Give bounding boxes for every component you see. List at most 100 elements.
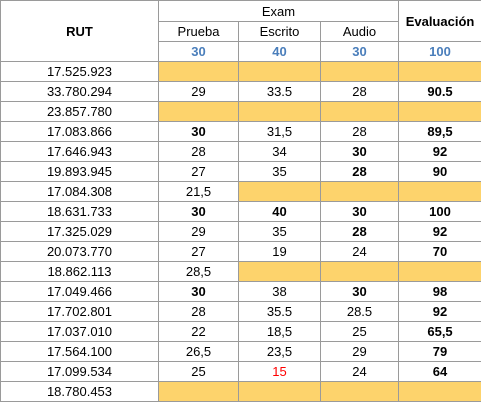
score-cell: 30 bbox=[319, 281, 400, 302]
score-cell: 18,5 bbox=[238, 321, 321, 342]
score-cell: 90 bbox=[398, 161, 481, 182]
missing-cell bbox=[319, 381, 400, 402]
score-cell: 28 bbox=[319, 81, 400, 102]
missing-cell bbox=[398, 381, 481, 402]
row: 20.073.770 27 19 24 70 bbox=[0, 241, 481, 262]
score-cell: 35 bbox=[238, 161, 321, 182]
row: 18.862.113 28,5 bbox=[0, 261, 481, 282]
score-cell: 90.5 bbox=[398, 81, 481, 102]
score-cell: 38 bbox=[238, 281, 321, 302]
missing-cell bbox=[319, 61, 400, 82]
weight: 30 bbox=[158, 41, 239, 62]
missing-cell bbox=[158, 101, 239, 122]
missing-cell bbox=[319, 261, 400, 282]
score-cell: 28 bbox=[158, 141, 239, 162]
score-cell: 28 bbox=[158, 301, 239, 322]
score-cell: 22 bbox=[158, 321, 239, 342]
column-header: Prueba bbox=[158, 21, 239, 42]
score-cell: 79 bbox=[398, 341, 481, 362]
row: 17.702.801 28 35.5 28.5 92 bbox=[0, 301, 481, 322]
score-cell: 40 bbox=[238, 201, 321, 222]
rut-cell: 17.037.010 bbox=[0, 321, 159, 342]
missing-cell bbox=[158, 61, 239, 82]
missing-cell bbox=[319, 101, 400, 122]
row: 18.631.733 30 40 30 100 bbox=[0, 201, 481, 222]
weight: 40 bbox=[238, 41, 321, 62]
score-cell: 92 bbox=[398, 221, 481, 242]
row: 33.780.294 29 33.5 28 90.5 bbox=[0, 81, 481, 102]
score-cell: 25 bbox=[158, 361, 239, 382]
rut-cell: 17.525.923 bbox=[0, 61, 159, 82]
score-cell: 25 bbox=[319, 321, 400, 342]
rut-cell: 17.099.534 bbox=[0, 361, 159, 382]
score-cell: 24 bbox=[319, 361, 400, 382]
rut-cell: 18.780.453 bbox=[0, 381, 159, 402]
missing-cell bbox=[398, 61, 481, 82]
row: 17.646.943 28 34 30 92 bbox=[0, 141, 481, 162]
missing-cell bbox=[158, 381, 239, 402]
score-cell: 98 bbox=[398, 281, 481, 302]
score-cell: 30 bbox=[158, 121, 239, 142]
rut-cell: 17.325.029 bbox=[0, 221, 159, 242]
rut-cell: 17.083.866 bbox=[0, 121, 159, 142]
rut-cell: 20.073.770 bbox=[0, 241, 159, 262]
rut-cell: 33.780.294 bbox=[0, 81, 159, 102]
score-cell: 70 bbox=[398, 241, 481, 262]
rut-cell: 17.646.943 bbox=[0, 141, 159, 162]
exam-header: Exam bbox=[157, 0, 400, 22]
row: 18.780.453 bbox=[0, 381, 481, 402]
weight: 100 bbox=[398, 41, 481, 62]
missing-cell bbox=[238, 61, 321, 82]
missing-cell bbox=[398, 181, 481, 202]
row: 17.049.466 30 38 30 98 bbox=[0, 281, 481, 302]
row: 17.084.308 21,5 bbox=[0, 181, 481, 202]
score-cell: 28 bbox=[319, 121, 400, 142]
column-header: Audio bbox=[319, 21, 400, 42]
score-cell: 30 bbox=[319, 201, 400, 222]
score-cell: 27 bbox=[158, 241, 239, 262]
weight: 30 bbox=[319, 41, 400, 62]
score-cell: 26,5 bbox=[158, 341, 239, 362]
score-cell: 29 bbox=[158, 221, 239, 242]
row: 17.099.534 25 15 24 64 bbox=[0, 361, 481, 382]
score-cell: 28.5 bbox=[319, 301, 400, 322]
score-cell: 30 bbox=[319, 141, 400, 162]
missing-cell bbox=[238, 381, 321, 402]
score-cell: 100 bbox=[398, 201, 481, 222]
score-cell: 65,5 bbox=[398, 321, 481, 342]
missing-cell bbox=[398, 261, 481, 282]
score-cell: 24 bbox=[319, 241, 400, 262]
rut-cell: 17.564.100 bbox=[0, 341, 159, 362]
rut-header: RUT bbox=[0, 0, 159, 62]
score-cell: 30 bbox=[158, 281, 239, 302]
rut-cell: 18.862.113 bbox=[0, 261, 159, 282]
score-cell: 28,5 bbox=[158, 261, 239, 282]
score-cell: 92 bbox=[398, 141, 481, 162]
score-cell: 64 bbox=[398, 361, 481, 382]
score-cell: 30 bbox=[158, 201, 239, 222]
score-cell: 34 bbox=[238, 141, 321, 162]
row: 17.083.866 30 31,5 28 89,5 bbox=[0, 121, 481, 142]
missing-cell bbox=[238, 101, 321, 122]
row: 17.037.010 22 18,5 25 65,5 bbox=[0, 321, 481, 342]
rut-cell: 17.049.466 bbox=[0, 281, 159, 302]
missing-cell bbox=[319, 181, 400, 202]
missing-cell bbox=[238, 181, 321, 202]
rut-cell: 17.084.308 bbox=[0, 181, 159, 202]
score-cell: 27 bbox=[158, 161, 239, 182]
score-cell: 35 bbox=[238, 221, 321, 242]
score-cell: 33.5 bbox=[238, 81, 321, 102]
rut-cell: 23.857.780 bbox=[0, 101, 159, 122]
score-cell: 19 bbox=[238, 241, 321, 262]
row: 17.564.100 26,5 23,5 29 79 bbox=[0, 341, 481, 362]
score-cell: 89,5 bbox=[398, 121, 481, 142]
row: 23.857.780 bbox=[0, 101, 481, 122]
score-cell: 23,5 bbox=[238, 341, 321, 362]
score-cell: 35.5 bbox=[238, 301, 321, 322]
rut-cell: 19.893.945 bbox=[0, 161, 159, 182]
score-cell: 29 bbox=[319, 341, 400, 362]
rut-cell: 18.631.733 bbox=[0, 201, 159, 222]
row: 17.325.029 29 35 28 92 bbox=[0, 221, 481, 242]
